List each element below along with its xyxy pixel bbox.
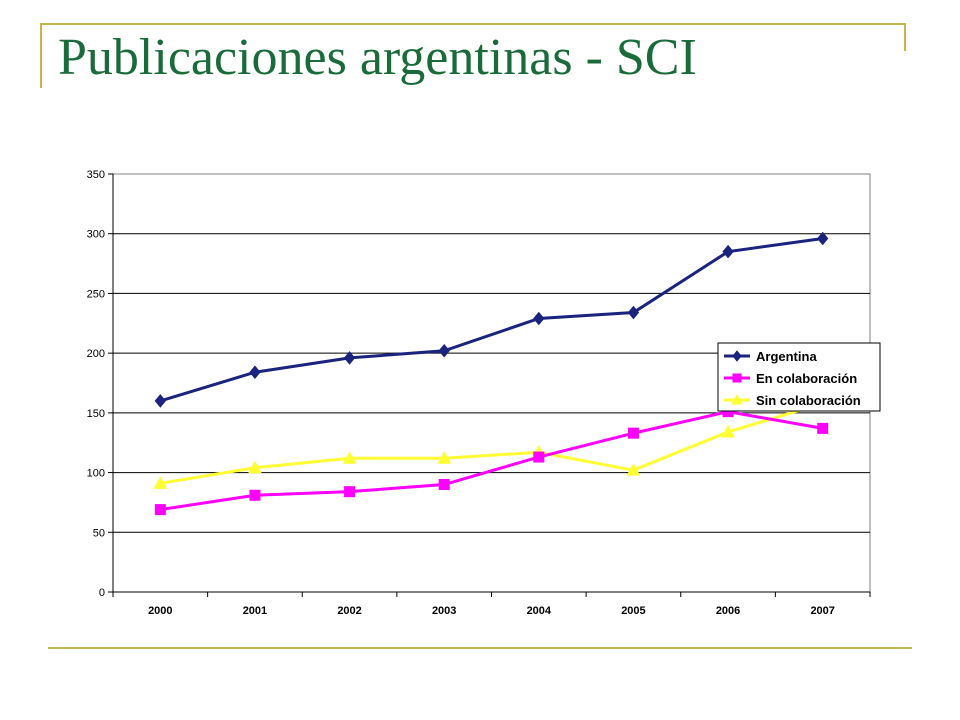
x-tick-label: 2002 — [337, 605, 361, 617]
data-point — [817, 231, 829, 246]
y-tick-label: 200 — [87, 348, 105, 360]
data-point — [154, 394, 166, 408]
data-point — [248, 460, 262, 474]
y-tick-label: 150 — [87, 408, 105, 420]
data-point — [817, 422, 829, 434]
data-point — [722, 244, 734, 259]
data-point — [438, 343, 450, 358]
top-left-vertical-rule — [40, 24, 42, 88]
data-point — [533, 451, 545, 463]
data-point — [627, 427, 639, 439]
data-point — [627, 305, 640, 320]
data-point — [721, 424, 735, 438]
data-point — [344, 486, 356, 498]
bottom-horizontal-rule — [48, 647, 912, 649]
x-tick-label: 2001 — [243, 605, 267, 617]
legend-entry: Sin colaboración — [756, 393, 861, 408]
data-point — [154, 504, 166, 516]
series-line — [160, 401, 824, 485]
data-point — [626, 463, 641, 476]
series-line — [159, 237, 823, 403]
y-tick-label: 250 — [87, 288, 105, 300]
data-point — [343, 351, 356, 365]
x-tick-label: 2005 — [621, 605, 645, 617]
x-tick-label: 2004 — [527, 605, 552, 617]
x-tick-label: 2000 — [148, 605, 172, 617]
y-tick-label: 0 — [99, 587, 105, 599]
data-point — [153, 476, 168, 489]
legend-entry: En colaboración — [756, 371, 857, 386]
legend-swatch-marker — [731, 393, 743, 405]
data-point — [249, 489, 261, 501]
data-point — [438, 479, 450, 491]
top-right-vertical-rule — [904, 23, 906, 51]
y-tick-label: 300 — [87, 229, 105, 241]
data-point — [533, 311, 545, 326]
y-tick-label: 350 — [87, 169, 105, 181]
x-tick-label: 2003 — [432, 605, 456, 617]
y-tick-label: 100 — [87, 468, 105, 480]
data-point — [437, 451, 452, 464]
y-tick-label: 50 — [93, 527, 105, 539]
x-tick-label: 2006 — [716, 605, 740, 617]
slide-title: Publicaciones argentinas - SCI — [58, 29, 697, 86]
data-point — [249, 365, 261, 380]
legend-entry: Argentina — [756, 349, 817, 364]
series-line — [160, 410, 823, 512]
top-horizontal-rule — [40, 23, 906, 25]
legend-swatch-marker — [732, 350, 742, 362]
x-tick-label: 2007 — [810, 605, 834, 617]
data-point — [342, 451, 357, 464]
legend-swatch-marker — [732, 373, 742, 383]
